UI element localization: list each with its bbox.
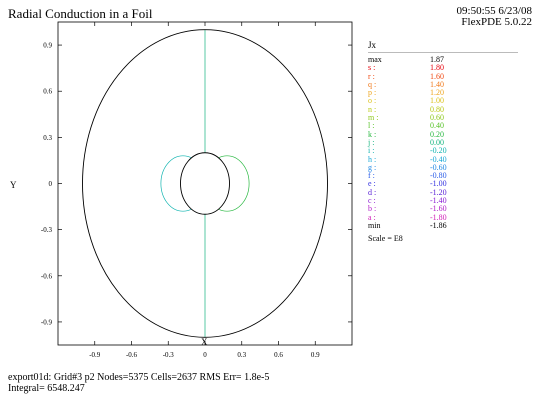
legend-value: -0.40 (430, 154, 447, 164)
legend-value: 1.87 (430, 55, 444, 64)
x-tick-label: 0.9 (311, 351, 320, 359)
legend-title: Jx (368, 40, 518, 53)
y-tick-label: 0 (49, 180, 53, 188)
y-tick-label: 0.6 (43, 88, 52, 96)
legend-key: a : (368, 212, 376, 222)
x-tick-label: 0.3 (237, 351, 246, 359)
x-tick-label: -0.3 (163, 351, 175, 359)
legend-row: o : 1.00 (368, 96, 538, 106)
legend-key: h : (368, 154, 377, 164)
footer-info: export01d: Grid#3 p2 Nodes=5375 Cells=26… (8, 372, 269, 394)
legend-row: d : -1.20 (368, 187, 538, 197)
legend-value: 0.60 (430, 113, 444, 123)
legend-row: r : 1.60 (368, 71, 538, 81)
legend-value: 0.80 (430, 104, 444, 114)
y-tick-label: -0.3 (41, 226, 53, 234)
legend-row: k : 0.20 (368, 129, 538, 139)
legend-value: 1.20 (430, 88, 444, 98)
legend-key: n : (368, 104, 377, 114)
legend-key: min (368, 220, 381, 230)
legend-row: g : -0.60 (368, 162, 538, 172)
legend-key: p : (368, 88, 377, 98)
x-tick-label: -0.9 (89, 351, 101, 359)
legend-row: b : -1.60 (368, 204, 538, 214)
x-axis-title: X (201, 337, 208, 347)
legend-value: -1.00 (430, 179, 447, 189)
legend-key: g : (368, 162, 377, 172)
legend-value: -1.86 (430, 220, 447, 230)
legend-row: n : 0.80 (368, 104, 538, 114)
y-tick-label: -0.9 (41, 318, 53, 326)
outer-boundary (82, 29, 328, 338)
legend-row: q : 1.40 (368, 79, 538, 89)
legend-value: -1.80 (430, 212, 447, 222)
legend-row: e : -1.00 (368, 179, 538, 189)
legend-key: j : (368, 137, 375, 147)
legend-key: r : (368, 71, 375, 81)
domain-boundary (82, 29, 328, 338)
legend-value: 0.00 (430, 137, 444, 147)
legend-row: max 1.87 (368, 55, 538, 64)
legend-value: 1.80 (430, 63, 444, 73)
legend-value: 0.20 (430, 129, 444, 139)
legend-key: e : (368, 179, 376, 189)
legend-row: j : 0.00 (368, 137, 538, 147)
timestamp-block: 09:50:55 6/23/08 FlexPDE 5.0.22 (457, 6, 532, 28)
x-tick-label: 0.6 (274, 351, 283, 359)
legend-row: i : -0.20 (368, 146, 538, 156)
legend-value: -0.20 (430, 146, 447, 156)
legend: Jx max 1.87 s :1.80 r :1.60 q :1.40 p :1.20 o … (368, 40, 538, 243)
axis-ticks: -0.9 -0.6 -0.3 0 0.3 0.6 0.9 0.9 0.6 0.3 0 -0.3 -0.6… (41, 22, 352, 359)
plot-title: Radial Conduction in a Foil (8, 6, 153, 21)
y-tick-label: 0.9 (43, 42, 52, 50)
legend-row: s : 1.80 (368, 63, 538, 73)
legend-value: 0.40 (430, 121, 444, 131)
x-tick-label: 0 (203, 351, 207, 359)
legend-key: l : (368, 121, 375, 131)
footer-stats: export01d: Grid#3 p2 Nodes=5375 Cells=26… (8, 372, 270, 383)
legend-value: 1.40 (430, 79, 444, 89)
y-tick-label: -0.6 (41, 272, 53, 280)
legend-row: c : -1.40 (368, 196, 538, 206)
legend-value: 1.00 (430, 96, 444, 106)
legend-row: p : 1.20 (368, 88, 538, 98)
legend-key: q : (368, 79, 377, 89)
scale-label: Scale = E8 (368, 234, 403, 244)
legend-key: b : (368, 204, 377, 214)
legend-value: -0.80 (430, 171, 447, 181)
legend-value: -0.60 (430, 162, 447, 172)
legend-value: -1.40 (430, 196, 447, 206)
version-label: FlexPDE 5.0.22 (461, 16, 532, 28)
legend-row: min -1.86 (368, 220, 538, 230)
legend-row: l : 0.40 (368, 121, 538, 131)
legend-key: c : (368, 196, 376, 206)
inner-boundary (180, 152, 230, 215)
legend-value: -1.60 (430, 204, 447, 214)
legend-row: a : -1.80 (368, 212, 538, 222)
timestamp: 09:50:55 6/23/08 (456, 5, 532, 17)
legend-key: max (368, 55, 382, 64)
legend-key: o : (368, 96, 377, 106)
footer-integral: Integral= 6548.247 (8, 383, 85, 394)
x-tick-label: -0.6 (126, 351, 138, 359)
legend-value: 1.60 (430, 71, 444, 81)
legend-row: h : -0.40 (368, 154, 538, 164)
legend-key: k : (368, 129, 377, 139)
y-tick-label: 0.3 (43, 134, 52, 142)
y-axis-title: Y (10, 180, 17, 190)
legend-key: m : (368, 113, 379, 123)
legend-row: f : -0.80 (368, 171, 538, 181)
legend-key: f : (368, 171, 375, 181)
legend-key: d : (368, 187, 377, 197)
legend-key: s : (368, 63, 376, 73)
legend-rows: max 1.87 s : 1.80 r : 1.60 q : 1.40 p : 1.20 o : 1.… (368, 55, 538, 230)
legend-value: -1.20 (430, 187, 447, 197)
legend-row: m : 0.60 (368, 113, 538, 123)
legend-key: i : (368, 146, 375, 156)
